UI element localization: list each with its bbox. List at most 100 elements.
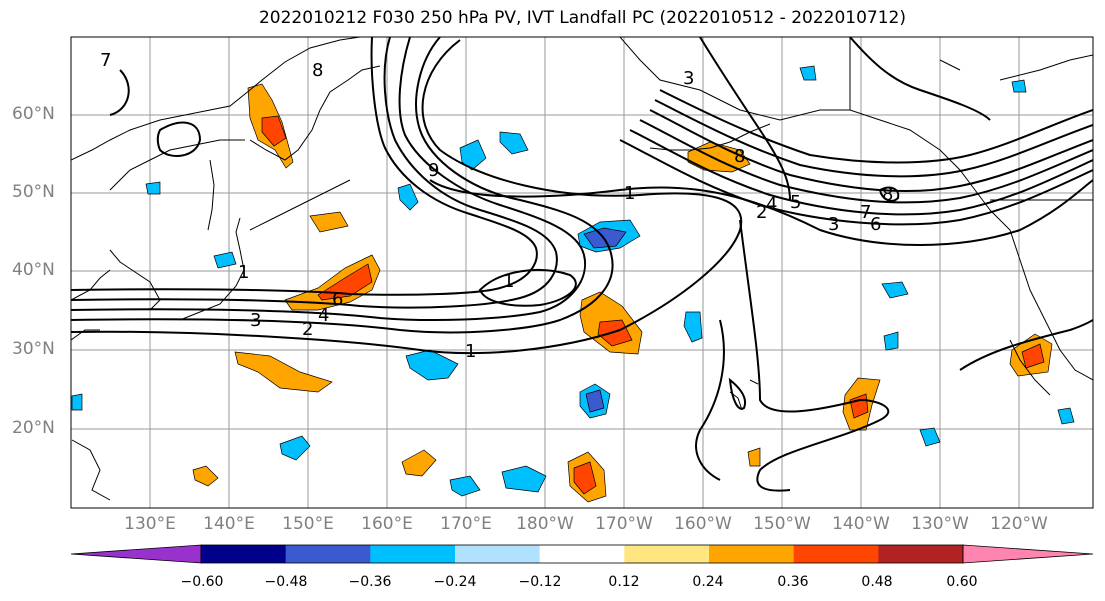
pv-contour-4 bbox=[71, 37, 558, 309]
negative-anomaly-15 bbox=[145, 181, 161, 195]
colorbar-tick-label: 0.36 bbox=[777, 574, 809, 590]
lon-label-170e: 170°E bbox=[440, 514, 492, 534]
negative-anomaly-12 bbox=[1057, 407, 1075, 425]
negative-anomaly-13 bbox=[799, 65, 817, 81]
coast-kuril bbox=[249, 179, 351, 231]
negative-anomaly-14 bbox=[1011, 79, 1027, 93]
pv-contour-2 bbox=[71, 37, 614, 334]
negative-anomaly-17 bbox=[71, 393, 83, 411]
contour-label: 1 bbox=[503, 271, 514, 292]
contour-label: 3 bbox=[250, 310, 261, 331]
negative-core-central bbox=[583, 227, 627, 249]
colorbar-segment bbox=[285, 545, 371, 563]
colorbar-tick-label: −0.24 bbox=[433, 574, 477, 590]
colorbar-border bbox=[200, 544, 964, 564]
lon-label-120w: 120°W bbox=[990, 514, 1048, 534]
lat-label-60n: 60°N bbox=[12, 104, 55, 124]
colorbar-segment bbox=[878, 545, 964, 563]
coast-sea-okhotsk bbox=[109, 139, 245, 191]
positive-core-baja bbox=[1021, 343, 1045, 369]
lon-label-160e: 160°E bbox=[361, 514, 413, 534]
colorbar-segment bbox=[201, 545, 287, 563]
coast-sakhalin bbox=[207, 159, 215, 231]
pv-contours bbox=[71, 37, 1093, 492]
pv-contour-jet-3 bbox=[639, 119, 1093, 204]
colorbar-tick-label: −0.48 bbox=[264, 574, 308, 590]
positive-core-south-1 bbox=[573, 461, 597, 495]
contour-label: 9 bbox=[428, 160, 439, 181]
contour-label: 1 bbox=[238, 262, 249, 283]
contour-label: 7 bbox=[860, 202, 871, 223]
negative-anomaly-10 bbox=[883, 331, 899, 351]
lon-label-160w: 160°W bbox=[674, 514, 732, 534]
positive-anomaly-south-2 bbox=[401, 449, 437, 477]
pv-contour-1-north bbox=[429, 179, 1093, 246]
coast-japan bbox=[179, 217, 245, 321]
coast-kamchatka bbox=[249, 65, 381, 161]
positive-anomaly-south-3 bbox=[192, 465, 219, 487]
colorbar-tick-label: 0.60 bbox=[946, 574, 978, 590]
contour-label: 2 bbox=[302, 319, 313, 340]
colorbar-tick-label: −0.60 bbox=[180, 574, 224, 590]
positive-core-kamchatka bbox=[261, 115, 287, 147]
negative-anomaly-11 bbox=[919, 427, 941, 447]
colorbar-segment bbox=[709, 545, 795, 563]
contour-label: 8 bbox=[734, 146, 745, 167]
colorbar-extend-low bbox=[70, 544, 202, 564]
colorbar-tick-label: −0.36 bbox=[348, 574, 392, 590]
lat-label-40n: 40°N bbox=[12, 260, 55, 280]
colorbar-tick-label: 0.48 bbox=[861, 574, 893, 590]
pv-contour-hawaii bbox=[695, 319, 725, 481]
negative-anomaly-7 bbox=[449, 475, 481, 497]
pv-contour-small-2 bbox=[109, 69, 130, 116]
negative-anomaly-5 bbox=[279, 435, 311, 461]
contour-label: 7 bbox=[100, 50, 111, 71]
positive-anomaly-japan-east bbox=[284, 254, 381, 311]
contour-label: 1 bbox=[465, 341, 476, 362]
coast-korea bbox=[109, 249, 161, 311]
contour-label: 4 bbox=[318, 305, 329, 326]
ivt-shading bbox=[71, 65, 1075, 503]
pv-contour-jet-5 bbox=[654, 99, 1093, 178]
colorbar-segment bbox=[624, 545, 710, 563]
colorbar-segment bbox=[539, 545, 625, 563]
coast-baja bbox=[1009, 339, 1051, 396]
pv-contour-3 bbox=[71, 37, 587, 321]
colorbar-extend-high bbox=[962, 544, 1094, 564]
negative-anomaly-6 bbox=[501, 465, 547, 493]
lon-label-130e: 130°E bbox=[124, 514, 176, 534]
negative-anomaly-4 bbox=[397, 183, 419, 211]
lat-label-30n: 30°N bbox=[12, 339, 55, 359]
contour-label: 8 bbox=[882, 184, 893, 205]
colorbar-tick-label: −0.12 bbox=[518, 574, 562, 590]
positive-core-japan-east bbox=[317, 263, 373, 301]
coast-asia bbox=[71, 37, 361, 161]
map-frame bbox=[70, 36, 1094, 509]
positive-anomaly-sea bbox=[309, 211, 349, 233]
contour-label: 1 bbox=[624, 183, 635, 204]
lon-label-140w: 140°W bbox=[832, 514, 890, 534]
pv-contour-ridge bbox=[849, 37, 991, 121]
lat-label-50n: 50°N bbox=[12, 182, 55, 202]
positive-anomaly-small bbox=[747, 447, 761, 467]
negative-anomaly-2 bbox=[459, 139, 487, 171]
contour-label: 8 bbox=[312, 60, 323, 81]
pv-contour-trough bbox=[739, 219, 890, 492]
coast-philippines bbox=[71, 439, 111, 501]
contour-label: 2 bbox=[756, 202, 767, 223]
pv-contour-jet-4 bbox=[649, 109, 1093, 192]
contour-label: 6 bbox=[870, 214, 881, 235]
coastlines bbox=[71, 37, 1093, 501]
pv-contour-small-3 bbox=[878, 186, 900, 202]
contour-label: 5 bbox=[790, 192, 801, 213]
pv-closed-1 bbox=[478, 269, 577, 307]
lon-label-150e: 150°E bbox=[282, 514, 334, 534]
negative-anomaly-9 bbox=[881, 281, 909, 299]
pv-contour-small-1 bbox=[156, 121, 202, 157]
pv-contour-5 bbox=[71, 37, 538, 296]
negative-anomaly-1 bbox=[405, 349, 459, 381]
pv-contour-1-south bbox=[71, 39, 743, 355]
colorbar bbox=[70, 544, 1094, 564]
pv-contour-small-4 bbox=[728, 377, 746, 410]
